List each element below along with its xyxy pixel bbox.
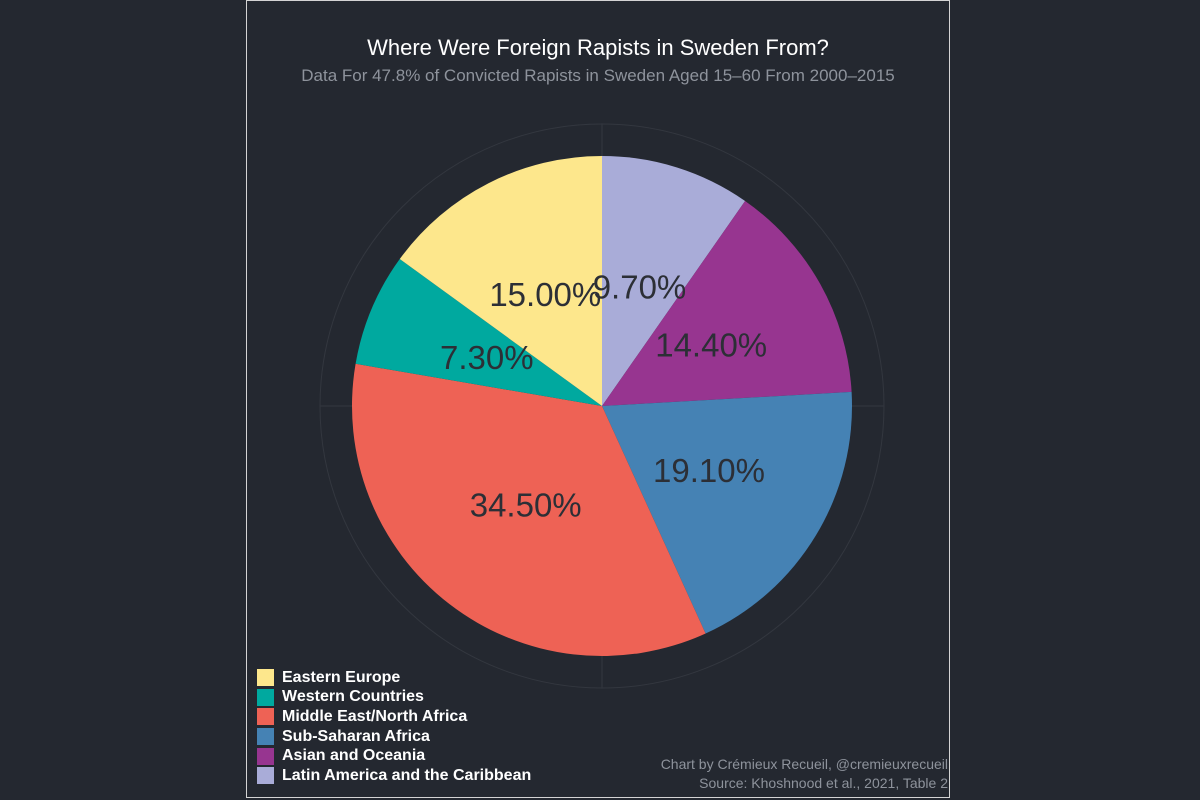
legend-swatch <box>257 747 274 765</box>
legend-swatch <box>257 708 274 726</box>
legend-item: Western Countries <box>257 688 531 708</box>
legend-label: Asian and Oceania <box>282 747 426 765</box>
legend-label: Middle East/North Africa <box>282 707 468 725</box>
legend-swatch <box>257 669 274 687</box>
pie-slice-asian-and-oceania <box>602 201 852 406</box>
credits: Chart by Crémieux Recueil, @cremieuxrecu… <box>661 755 948 793</box>
pie-slice-latin-america-and-the-caribbean <box>602 156 746 406</box>
slice-value-label: 7.30% <box>440 339 534 376</box>
slice-value-label: 9.70% <box>593 268 687 305</box>
chart-title: Where Were Foreign Rapists in Sweden Fro… <box>367 35 829 60</box>
pie-slice-western-countries <box>355 259 602 406</box>
legend-swatch <box>257 767 274 785</box>
slice-value-label: 34.50% <box>470 487 582 524</box>
slice-value-label: 19.10% <box>653 452 765 489</box>
legend-item: Middle East/North Africa <box>257 707 531 727</box>
legend-label: Latin America and the Caribbean <box>282 766 532 784</box>
legend-label: Eastern Europe <box>282 668 401 686</box>
legend: Eastern Europe Western Countries Middle Ea… <box>257 668 531 786</box>
legend-item: Asian and Oceania <box>257 746 531 766</box>
slice-value-label: 14.40% <box>655 327 767 364</box>
pie-slice-eastern-europe <box>399 156 602 406</box>
legend-swatch <box>257 688 274 706</box>
chart-subtitle: Data For 47.8% of Convicted Rapists in S… <box>301 66 895 85</box>
credit-source: Source: Khoshnood et al., 2021, Table 2 <box>699 775 948 791</box>
legend-label: Sub-Saharan Africa <box>282 727 430 745</box>
pie-slice-sub-saharan-africa <box>602 391 852 634</box>
pie-slice-middle-east-north-africa <box>352 363 706 657</box>
legend-swatch <box>257 728 274 746</box>
legend-label: Western Countries <box>282 688 424 706</box>
slice-value-label: 15.00% <box>489 276 601 313</box>
legend-item: Latin America and the Caribbean <box>257 766 531 786</box>
legend-item: Sub-Saharan Africa <box>257 727 531 747</box>
legend-item: Eastern Europe <box>257 668 531 688</box>
credit-author: Chart by Crémieux Recueil, @cremieuxrecu… <box>660 756 948 772</box>
